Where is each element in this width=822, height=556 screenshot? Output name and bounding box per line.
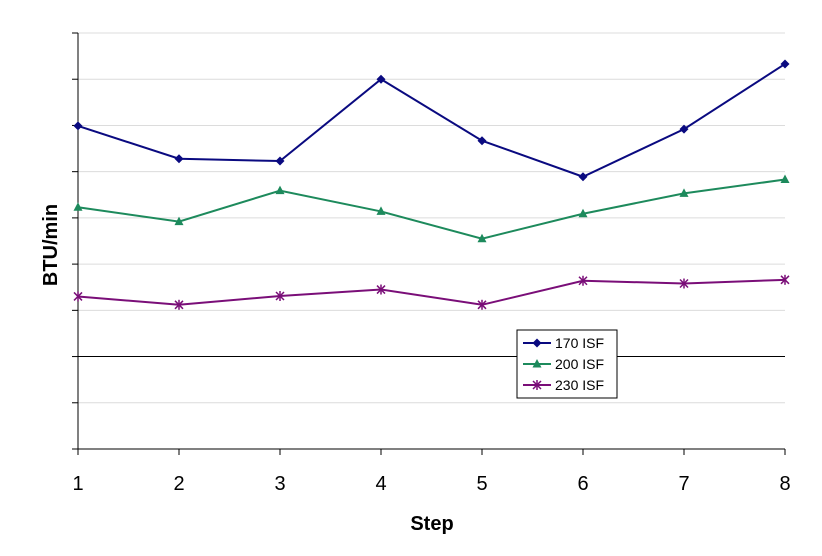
- marker-diamond: [477, 136, 487, 146]
- legend-item: 200 ISF: [523, 356, 604, 372]
- marker-star: [679, 278, 689, 289]
- series-line: [77, 178, 786, 240]
- marker-triangle: [477, 233, 487, 243]
- legend-label: 230 ISF: [555, 377, 604, 393]
- x-tick-labels: 1 2 3 4 5 6 7 8: [72, 473, 790, 495]
- series-line: [77, 63, 786, 178]
- marker-star: [578, 275, 588, 286]
- series-line: [77, 278, 786, 306]
- legend-label: 170 ISF: [555, 335, 604, 351]
- marker-diamond: [275, 156, 285, 166]
- marker-star: [477, 299, 487, 310]
- marker-triangle: [578, 208, 588, 218]
- marker-diamond: [174, 154, 184, 164]
- marker-star: [780, 274, 790, 285]
- marker-triangle: [73, 202, 83, 211]
- gridlines: [78, 32, 785, 404]
- legend-item: 170 ISF: [523, 335, 604, 351]
- marker-star: [174, 299, 184, 310]
- marker-star: [376, 284, 386, 295]
- marker-star: [275, 291, 285, 302]
- marker-triangle: [679, 188, 689, 197]
- marker-triangle: [780, 174, 790, 184]
- marker-triangle: [532, 359, 542, 368]
- marker-diamond: [73, 121, 83, 131]
- x-tick-label: 2: [173, 473, 184, 495]
- x-tick-label: 6: [577, 473, 588, 495]
- x-tick-label: 5: [476, 473, 487, 495]
- marker-diamond: [532, 338, 542, 348]
- x-tick-label: 1: [72, 473, 83, 495]
- series-1: [73, 59, 790, 182]
- marker-diamond: [679, 124, 689, 134]
- marker-triangle: [275, 185, 285, 195]
- series-3: [73, 274, 790, 310]
- y-axis-title: BTU/min: [40, 204, 62, 286]
- marker-triangle: [376, 206, 386, 215]
- x-tick-label: 8: [779, 473, 790, 495]
- marker-triangle: [174, 216, 184, 226]
- marker-diamond: [376, 74, 386, 84]
- legend-item: 230 ISF: [523, 377, 604, 393]
- marker-diamond: [578, 172, 588, 182]
- x-axis-title: Step: [410, 513, 453, 535]
- marker-star: [532, 380, 542, 390]
- series-group: [73, 59, 790, 310]
- x-tick-label: 4: [375, 473, 386, 495]
- marker-diamond: [780, 59, 790, 69]
- x-tick-label: 7: [678, 473, 689, 495]
- x-tick-label: 3: [274, 473, 285, 495]
- legend: 170 ISF 200 ISF 230 ISF: [516, 329, 618, 399]
- marker-star: [73, 291, 83, 302]
- legend-label: 200 ISF: [555, 356, 604, 372]
- axes: [72, 32, 786, 455]
- series-2: [73, 174, 790, 243]
